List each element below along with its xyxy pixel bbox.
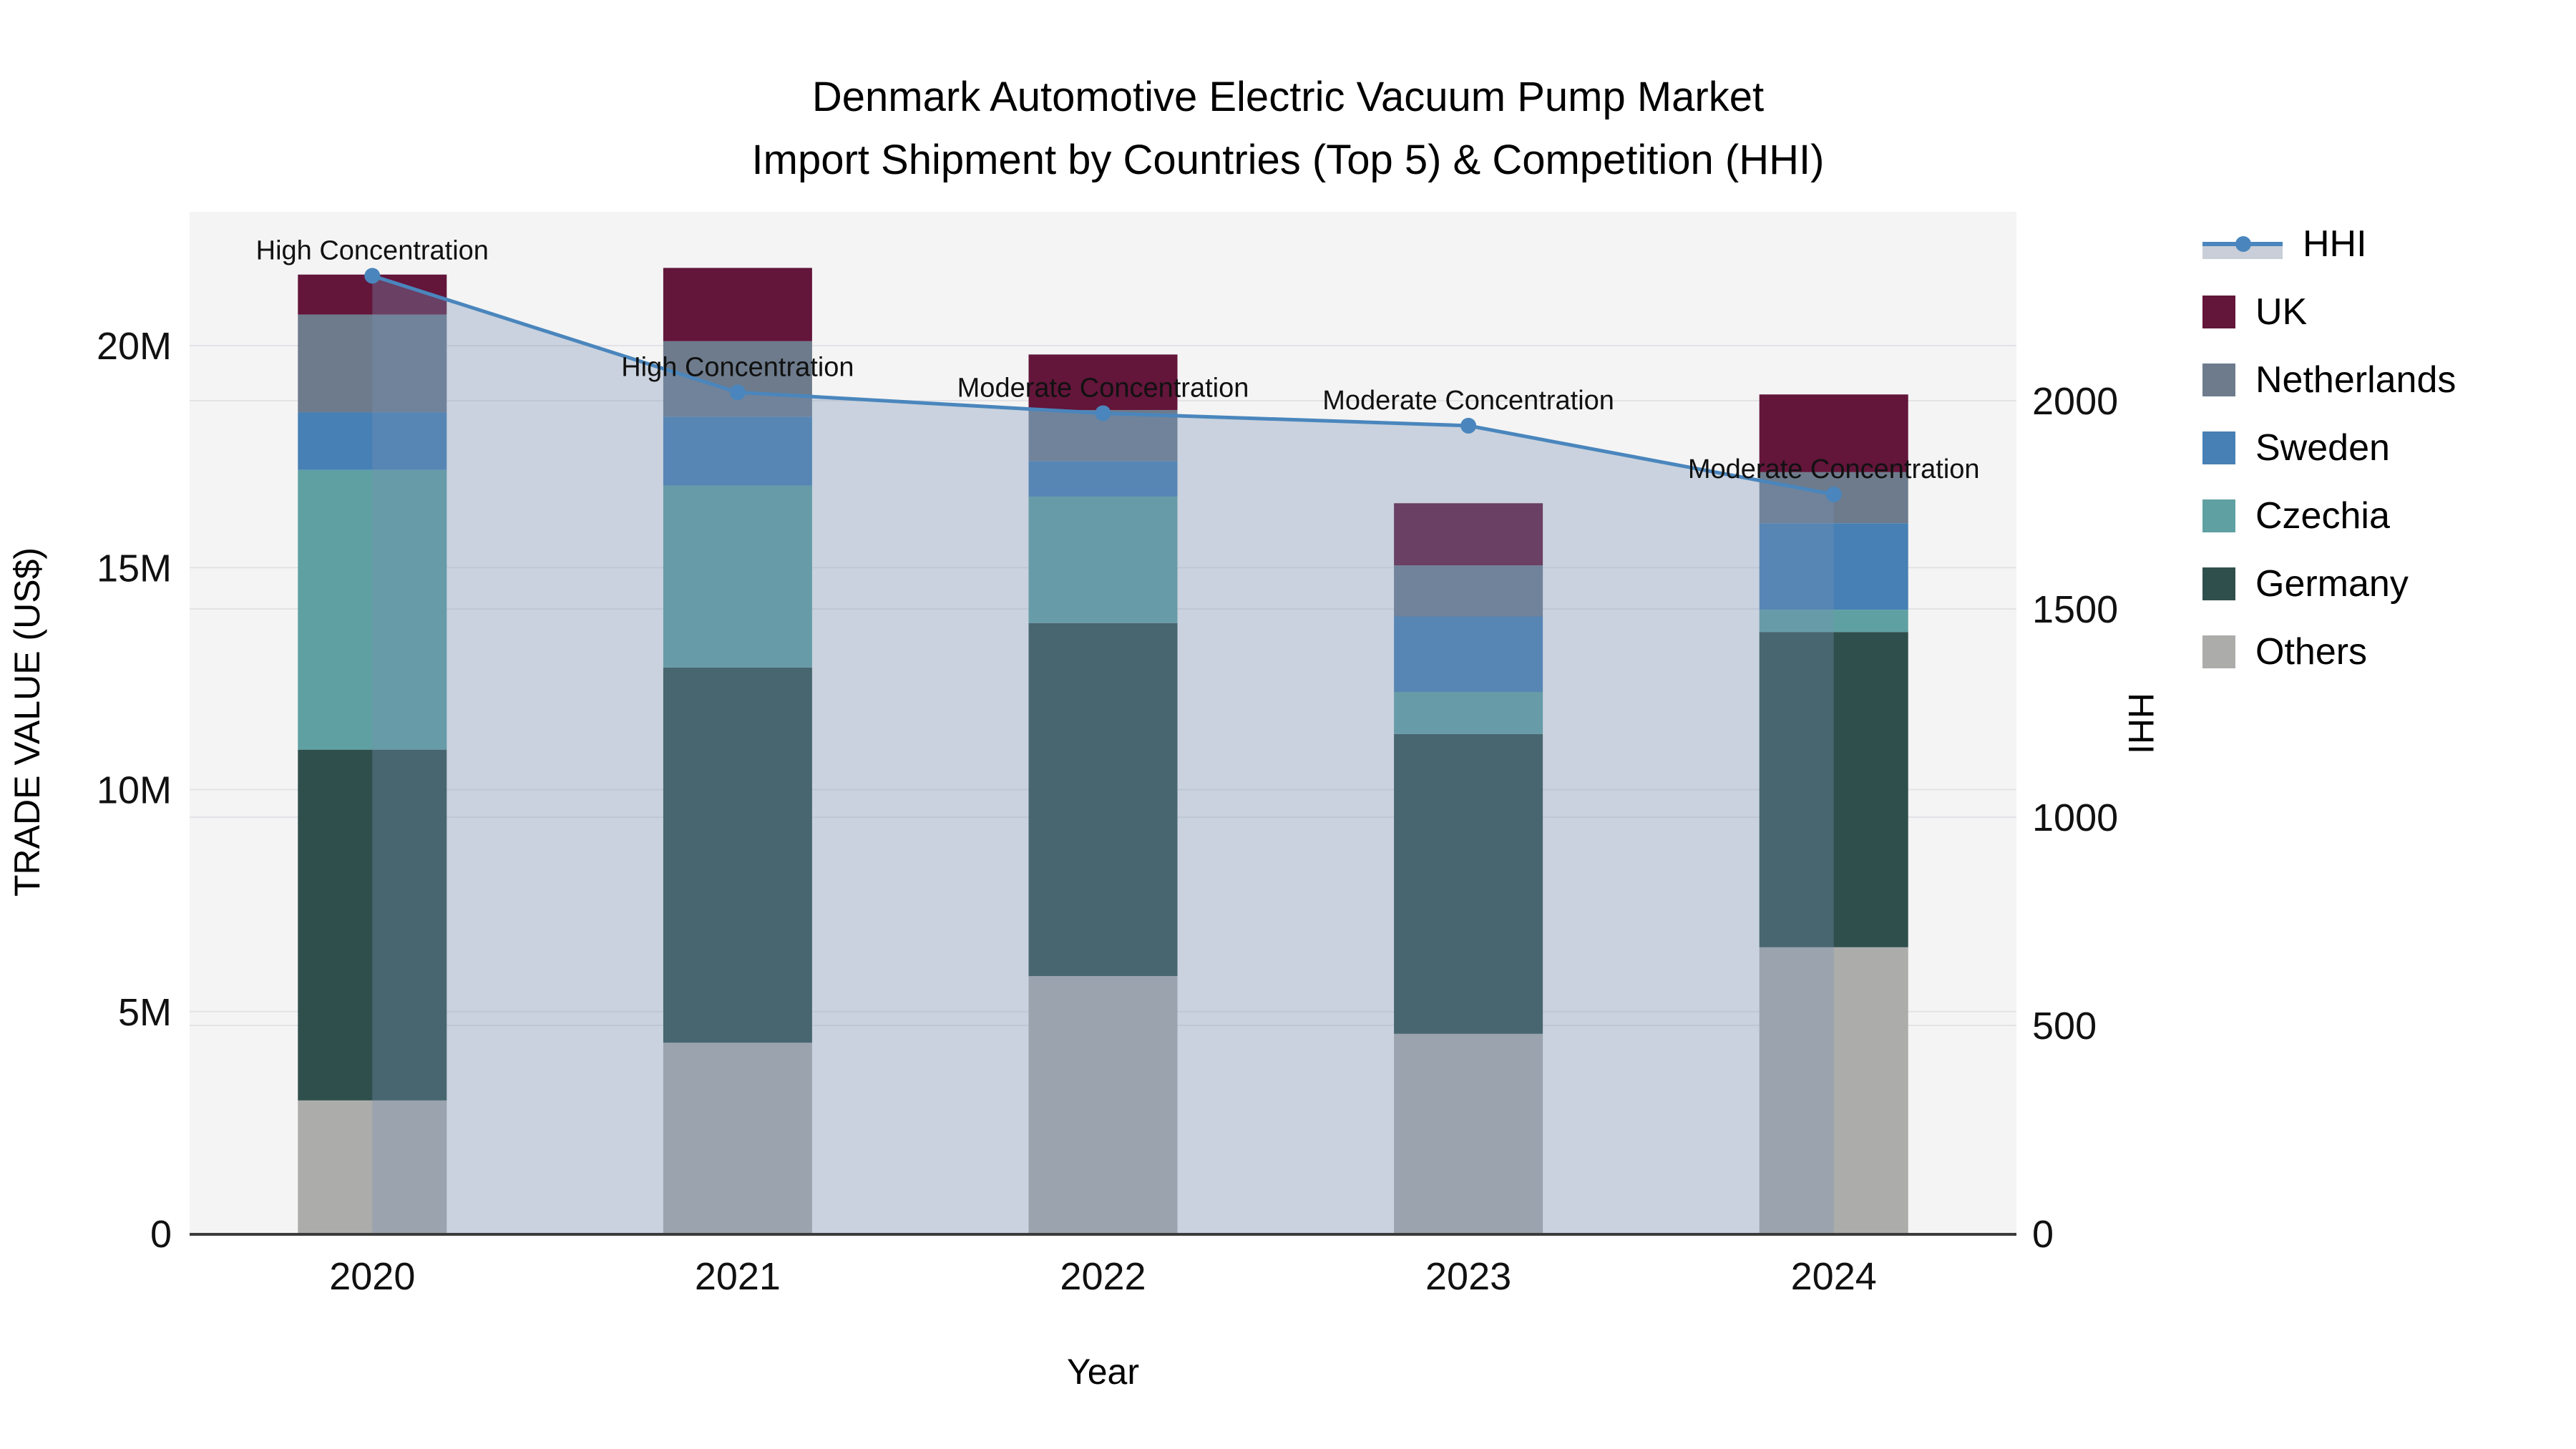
- bar-segment-czechia-2022[interactable]: [1028, 496, 1178, 623]
- bar-segment-uk-2021[interactable]: [663, 268, 812, 341]
- bar-segment-czechia-2021[interactable]: [663, 485, 812, 668]
- bar-segment-sweden-2021[interactable]: [663, 416, 812, 486]
- y-right-tick-500: 500: [2032, 1005, 2097, 1048]
- legend-hhi-dotpart: [2235, 236, 2251, 252]
- hhi-area-fill: [372, 275, 1834, 1234]
- legend-swatch-germany: [2202, 567, 2235, 600]
- bar-segment-others-2022[interactable]: [1028, 976, 1178, 1234]
- annotation-2023: Moderate Concentration: [1322, 386, 1614, 416]
- hhi-marker-2022[interactable]: [1095, 405, 1111, 421]
- y-right-tick-1000: 1000: [2032, 796, 2118, 839]
- y-left-tick-0: 0: [150, 1213, 172, 1256]
- legend-swatch-sweden: [2202, 431, 2235, 464]
- x-tick-2020: 2020: [329, 1255, 415, 1298]
- bar-segment-germany-2024[interactable]: [1759, 632, 1908, 947]
- y-axis-title-left: TRADE VALUE (US$): [7, 547, 47, 897]
- bar-segment-sweden-2020[interactable]: [298, 412, 447, 470]
- bar-segment-others-2021[interactable]: [663, 1043, 812, 1234]
- legend-item-hhi[interactable]: HHI: [2202, 223, 2456, 265]
- bar-segment-czechia-2024[interactable]: [1759, 610, 1908, 633]
- legend-label-hhi: HHI: [2303, 223, 2367, 265]
- chart-title: Denmark Automotive Electric Vacuum Pump …: [0, 66, 2576, 192]
- legend-item-sweden[interactable]: Sweden: [2202, 427, 2456, 469]
- bar-segment-others-2023[interactable]: [1394, 1033, 1543, 1234]
- bar-segment-netherlands-2023[interactable]: [1394, 565, 1543, 617]
- x-axis-title: Year: [1066, 1352, 1140, 1392]
- bar-segment-germany-2021[interactable]: [663, 667, 812, 1043]
- legend-swatch-netherlands: [2202, 364, 2235, 396]
- x-tick-2024: 2024: [1791, 1255, 1877, 1298]
- annotation-2024: Moderate Concentration: [1688, 454, 1980, 484]
- legend-item-others[interactable]: Others: [2202, 631, 2456, 673]
- annotation-2022: Moderate Concentration: [957, 373, 1249, 403]
- legend-swatch-uk: [2202, 296, 2235, 328]
- legend-label-netherlands: Netherlands: [2255, 359, 2457, 401]
- legend-item-germany[interactable]: Germany: [2202, 563, 2456, 605]
- legend-label-sweden: Sweden: [2255, 427, 2390, 469]
- hhi-marker-2020[interactable]: [364, 268, 381, 284]
- x-tick-2023: 2023: [1425, 1255, 1511, 1298]
- chart-title-line2: Import Shipment by Countries (Top 5) & C…: [751, 137, 1825, 183]
- y-left-tick-10M: 10M: [97, 769, 172, 812]
- bar-segment-uk-2023[interactable]: [1394, 503, 1543, 566]
- legend-label-czechia: Czechia: [2255, 495, 2390, 537]
- bar-segment-uk-2024[interactable]: [1759, 394, 1908, 472]
- bar-segment-germany-2022[interactable]: [1028, 623, 1178, 977]
- legend-swatch-czechia: [2202, 499, 2235, 532]
- bar-segment-sweden-2022[interactable]: [1028, 461, 1178, 497]
- bar-segment-czechia-2020[interactable]: [298, 469, 447, 750]
- y-right-tick-0: 0: [2032, 1213, 2054, 1256]
- x-tick-2021: 2021: [695, 1255, 781, 1298]
- bar-segment-others-2020[interactable]: [298, 1100, 447, 1234]
- legend-label-uk: UK: [2255, 291, 2308, 333]
- y-right-tick-1500: 1500: [2032, 588, 2118, 631]
- bar-segment-others-2024[interactable]: [1759, 947, 1908, 1234]
- legend-item-netherlands[interactable]: Netherlands: [2202, 359, 2456, 401]
- y-axis-title-right: HHI: [2121, 692, 2161, 755]
- legend-label-germany: Germany: [2255, 563, 2409, 605]
- hhi-marker-2023[interactable]: [1460, 417, 1477, 434]
- legend-hhi-fillpart: [2202, 245, 2283, 259]
- hhi-marker-2024[interactable]: [1825, 486, 1842, 502]
- legend-item-uk[interactable]: UK: [2202, 291, 2456, 333]
- bar-segment-sweden-2024[interactable]: [1759, 523, 1908, 610]
- hhi-marker-2021[interactable]: [729, 384, 746, 401]
- bar-segment-uk-2022[interactable]: [1028, 354, 1178, 410]
- y-left-tick-15M: 15M: [97, 547, 172, 590]
- annotation-2021: High Concentration: [621, 352, 854, 382]
- legend-item-czechia[interactable]: Czechia: [2202, 495, 2456, 537]
- bar-segment-czechia-2023[interactable]: [1394, 691, 1543, 734]
- bar-segment-sweden-2023[interactable]: [1394, 616, 1543, 692]
- legend-swatch-others: [2202, 635, 2235, 668]
- bar-segment-germany-2020[interactable]: [298, 749, 447, 1101]
- annotation-2020: High Concentration: [256, 235, 489, 265]
- x-tick-2022: 2022: [1060, 1255, 1146, 1298]
- y-left-tick-5M: 5M: [118, 991, 172, 1034]
- legend-hhi-line-icon: [2202, 228, 2283, 260]
- chart-title-line1: Denmark Automotive Electric Vacuum Pump …: [811, 74, 1765, 120]
- bar-segment-netherlands-2021[interactable]: [663, 341, 812, 417]
- bar-segment-netherlands-2020[interactable]: [298, 314, 447, 413]
- y-left-tick-20M: 20M: [97, 325, 172, 368]
- y-right-tick-2000: 2000: [2032, 380, 2118, 423]
- bar-segment-germany-2023[interactable]: [1394, 733, 1543, 1034]
- legend: HHI UK Netherlands Sweden Czechia Germany Othe…: [2202, 223, 2456, 703]
- legend-label-others: Others: [2255, 631, 2368, 673]
